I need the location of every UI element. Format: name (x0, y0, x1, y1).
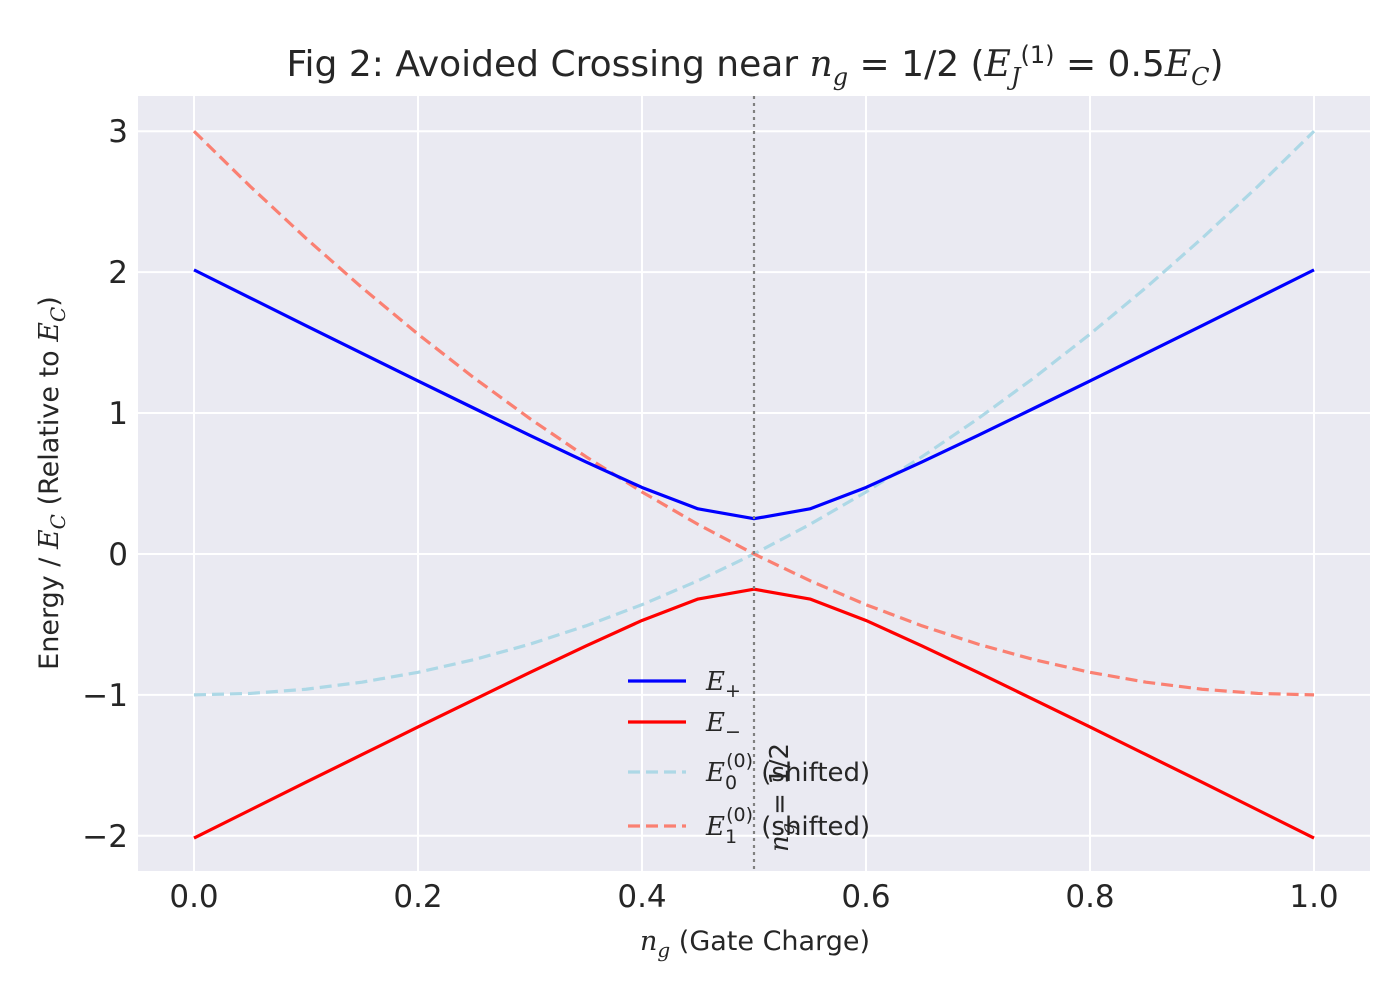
annotation-layer: ng = 1/2 (752, 96, 799, 871)
legend: E+E−E0(0) (shifted)E1(0) (shifted) (628, 667, 870, 848)
y-axis-label: Energy / EC (Relative to EC) (34, 296, 70, 670)
legend-label-sym: E (705, 708, 725, 738)
chart-title-math-ej: E (984, 44, 1011, 85)
y-axis-label-sub: C (46, 514, 70, 529)
chart-title-math-ej-sup: (1) (1021, 41, 1055, 69)
x-axis-label-sub: g (657, 938, 670, 962)
chart-title-suffix: ) (1209, 44, 1223, 85)
legend-label: E− (705, 708, 741, 743)
y-tick-labels: −2 −1 0 1 2 3 (82, 114, 128, 855)
y-tick-label: 0 (108, 537, 128, 573)
legend-item-1: E− (628, 708, 741, 743)
annotation-label: ng = 1/2 (765, 743, 799, 852)
chart-title-math-n-sub: g (833, 63, 848, 91)
legend-label: E+ (705, 667, 741, 702)
legend-label-sym: E (705, 667, 725, 697)
x-tick-label: 1.0 (1289, 879, 1338, 915)
y-axis-label-sym: E (34, 529, 65, 550)
x-tick-label: 0.2 (393, 879, 442, 915)
x-axis-label-text: (Gate Charge) (670, 926, 870, 957)
y-axis-label-middle: (Relative to (34, 342, 65, 514)
legend-label-sub: − (725, 721, 741, 743)
chart-title-math-ec: E (1164, 44, 1191, 85)
legend-item-0: E+ (628, 667, 741, 702)
x-tick-label: 0.4 (617, 879, 666, 915)
legend-label-suffix: (shifted) (753, 758, 870, 788)
chart-title-math-eq: = 1/2 ( (848, 44, 984, 85)
annotation-label-sub: g (777, 823, 799, 835)
x-tick-label: 0.8 (1065, 879, 1114, 915)
x-tick-label: 0.0 (169, 879, 218, 915)
x-axis-label: ng (Gate Charge) (640, 926, 870, 962)
y-tick-label: −2 (82, 819, 128, 855)
chart-title-math-ec-sub: C (1191, 63, 1209, 91)
y-tick-label: −1 (82, 678, 128, 714)
chart-title-math-eq2: = 0.5 (1055, 44, 1165, 85)
x-axis-label-sym: n (640, 926, 657, 957)
annotation-label-text: = 1/2 (765, 743, 795, 823)
legend-label-suffix: (shifted) (753, 812, 870, 842)
chart-title-math-n: n (810, 44, 833, 85)
grid-lines (138, 96, 1370, 871)
y-tick-label: 1 (108, 396, 128, 432)
legend-label-sub: + (725, 680, 741, 702)
legend-label-sym: E (705, 758, 725, 788)
y-tick-label: 2 (108, 255, 128, 291)
legend-label-sym: E (705, 812, 725, 842)
legend-label-sup: (0) (726, 750, 753, 772)
x-tick-labels: 0.0 0.2 0.4 0.6 0.8 1.0 (169, 879, 1338, 915)
legend-label: E1(0) (shifted) (705, 804, 870, 848)
legend-label-sub: 0 (725, 772, 737, 794)
legend-label-sub: 1 (725, 826, 737, 848)
legend-item-3: E1(0) (shifted) (628, 804, 870, 848)
y-axis-label-suffix: ) (34, 296, 65, 307)
legend-label-sup: (0) (726, 804, 753, 826)
annotation-label-sym: n (765, 835, 795, 852)
chart-title-prefix: Fig 2: Avoided Crossing near (286, 44, 809, 85)
x-tick-label: 0.6 (841, 879, 890, 915)
y-axis-label-prefix: Energy / (34, 549, 65, 670)
legend-label: E0(0) (shifted) (705, 750, 870, 794)
y-axis-label-sub2: C (46, 307, 70, 322)
series-1 (193, 587, 1315, 840)
chart-title: Fig 2: Avoided Crossing near ng = 1/2 (E… (286, 41, 1223, 91)
legend-item-2: E0(0) (shifted) (628, 750, 870, 794)
y-tick-label: 3 (108, 114, 128, 150)
y-axis-label-sym2: E (34, 322, 65, 343)
series-line-1 (193, 587, 1315, 840)
